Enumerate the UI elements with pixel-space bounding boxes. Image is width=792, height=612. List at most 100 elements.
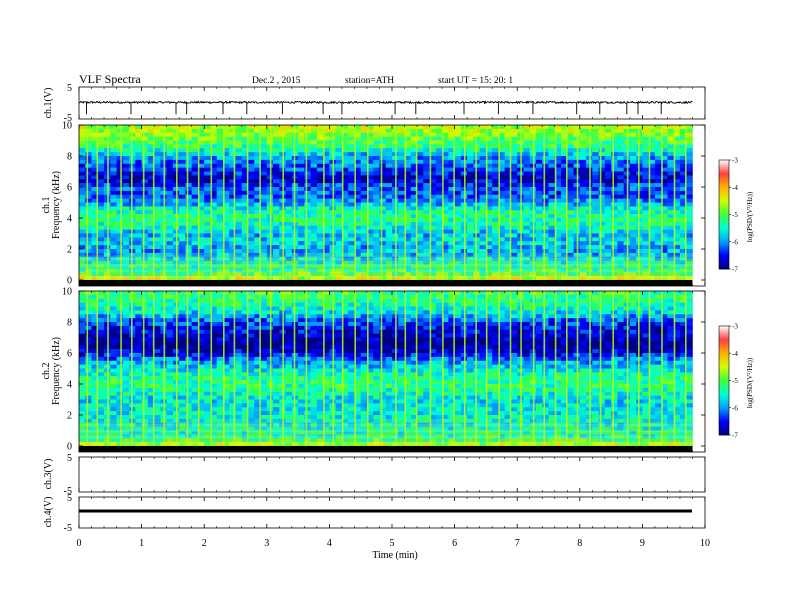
spectrogram-cell [204, 152, 211, 157]
spectrogram-cell [110, 294, 117, 300]
spectrogram-cell [467, 144, 474, 149]
spectrogram-cell [498, 206, 505, 211]
spectrogram-cell [91, 314, 99, 319]
spectrogram-cell [542, 140, 549, 145]
spectrogram-cell [611, 144, 618, 149]
spectrogram-cell [85, 360, 92, 365]
spectrogram-cell [617, 245, 624, 250]
spectrogram-cell [592, 241, 599, 246]
spectrogram-cell [579, 245, 587, 250]
spectrogram-cell [122, 356, 130, 362]
spectrogram-cell [166, 136, 174, 141]
spectrogram-cell [454, 125, 462, 130]
spectrogram-cell [147, 438, 155, 443]
spectrogram-cell [579, 198, 587, 203]
spectrogram-cell [642, 241, 649, 246]
spectrogram-cell [604, 194, 612, 199]
spectrogram-cell [542, 210, 549, 215]
spectrogram-cell [348, 125, 355, 130]
spectrogram-cell [417, 245, 424, 250]
spectrogram-cell [523, 152, 531, 157]
sferic-streak [86, 125, 89, 280]
spectrogram-cell [248, 241, 255, 246]
spectrogram-cell [179, 418, 186, 424]
spectrogram-cell [448, 183, 455, 188]
spectrogram-cell [216, 144, 224, 149]
spectrogram-cell [122, 302, 130, 307]
spectrogram-cell [191, 276, 199, 281]
spectrogram-cell [335, 237, 343, 242]
spectrogram-cell [166, 442, 174, 447]
spectrogram-cell [348, 206, 355, 211]
spectrogram-cell [598, 144, 606, 149]
spectrogram-cell [617, 148, 624, 153]
spectrogram-cell [341, 183, 349, 188]
spectrogram-cell [567, 237, 574, 242]
spectrogram-cell [135, 353, 142, 358]
spectrogram-cell [91, 214, 99, 219]
spectrogram-cell [642, 190, 649, 196]
spectrogram-cell [542, 225, 549, 230]
spectrogram-cell [216, 156, 224, 161]
spectrogram-cell [222, 136, 230, 141]
spectrogram-cell [423, 156, 430, 161]
spectrogram-cell [535, 272, 543, 277]
spectrogram-cell [110, 360, 117, 365]
spectrogram-cell [567, 125, 574, 130]
spectrogram-cell [141, 391, 149, 396]
spectrogram-cell [467, 167, 474, 172]
spectrogram-cell [360, 233, 368, 238]
spectrogram-cell [122, 399, 130, 404]
spectrogram-cell [79, 434, 86, 439]
spectrogram-cell [598, 264, 606, 269]
spectrogram-cell [154, 260, 161, 265]
spectrogram-cell [579, 229, 587, 234]
spectrogram-cell [642, 233, 649, 238]
spectrogram-cell [654, 225, 662, 230]
spectrogram-cell [435, 140, 443, 145]
spectrogram-cell [467, 163, 474, 168]
spectrogram-cell [273, 252, 280, 258]
spectrogram-cell [116, 294, 124, 300]
spectrogram-cell [122, 325, 130, 331]
spectrogram-cell [492, 167, 499, 172]
spectrogram-cell [97, 407, 105, 412]
spectrogram-cell [79, 264, 86, 269]
spectrogram-cell [535, 210, 543, 215]
spectrogram-cell [241, 156, 249, 161]
colorbar-cell [719, 243, 729, 246]
spectrogram-cell [373, 190, 380, 196]
spectrogram-cell [373, 260, 380, 265]
spectrogram-cell [197, 245, 205, 250]
spectrogram-cell [135, 298, 142, 303]
sferic-streak [176, 125, 178, 280]
spectrogram-cell [248, 198, 255, 203]
spectrogram-cell [598, 210, 606, 215]
spectrogram-cell [79, 171, 86, 176]
spectrogram-cell [135, 291, 142, 296]
spectrogram-cell [504, 272, 512, 277]
spectrogram-cell [135, 221, 142, 227]
spectrogram-cell [116, 384, 124, 389]
spectrogram-cell [91, 360, 99, 365]
spectrogram-cell [561, 268, 568, 273]
spectrogram-cell [179, 152, 186, 157]
spectrogram-cell [210, 167, 218, 172]
spectrogram-cell [673, 159, 681, 165]
spectrogram-cell [154, 356, 161, 362]
sferic-streak [442, 125, 444, 280]
spectrogram-cell [523, 225, 531, 230]
spectrogram-cell [542, 152, 549, 157]
spectrogram-cell [248, 194, 255, 199]
spectrogram-cell [642, 175, 649, 180]
spectrogram-cell [341, 125, 349, 130]
spectrogram-cell [273, 140, 280, 145]
spectrogram-cell [166, 233, 174, 238]
spectrogram-cell [147, 159, 155, 165]
spectrogram-cell [448, 237, 455, 242]
spectrogram-cell [91, 183, 99, 188]
spectrogram-cell [561, 206, 568, 211]
spectrogram-cell [673, 144, 681, 149]
spectrogram-cell [667, 128, 674, 134]
spectrogram-cell [673, 241, 681, 246]
